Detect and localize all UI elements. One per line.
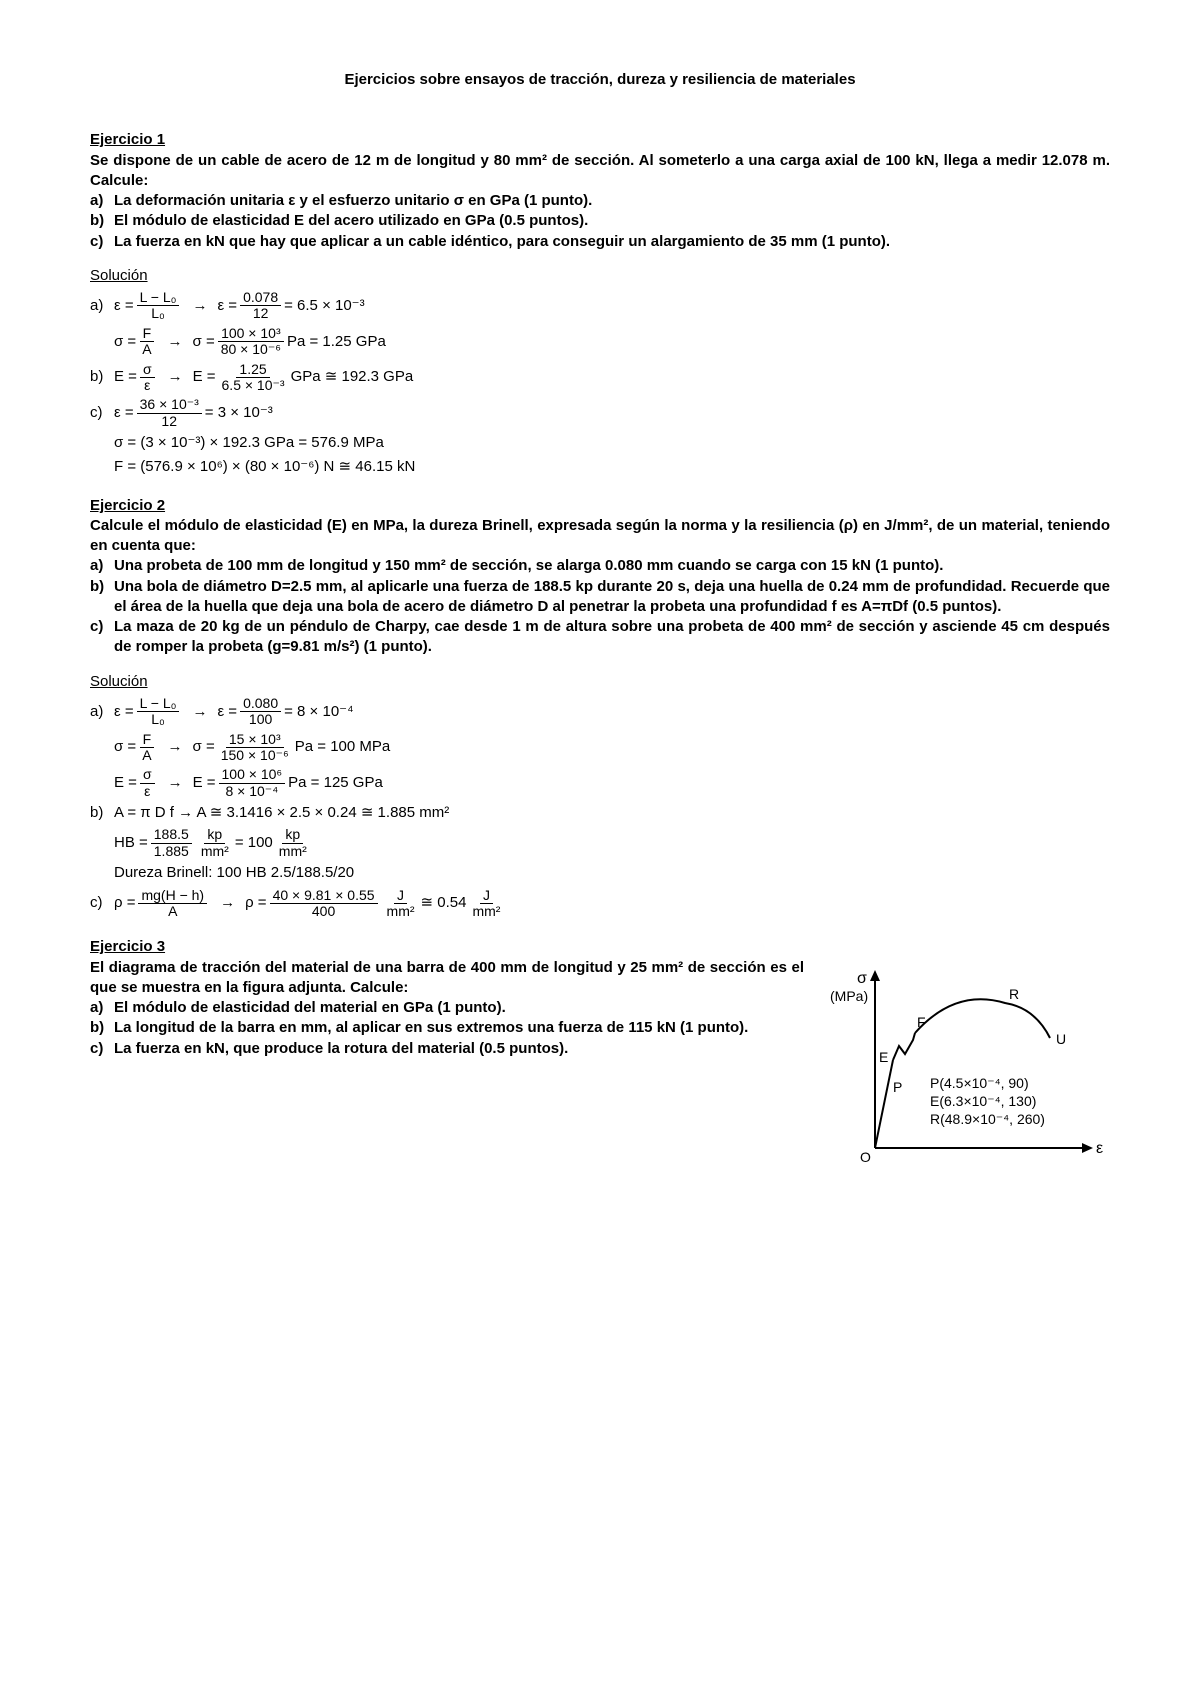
ex2-sol-a-line2: σ = FA → σ = 15 × 10³150 × 10⁻⁶ Pa = 100… — [90, 732, 1110, 764]
ex1-sol-c-line1: c) ε = 36 × 10⁻³12 = 3 × 10⁻³ — [90, 397, 1110, 429]
ex2-sol-b-line2: HB = 188.51.885 kpmm² = 100 kpmm² — [90, 827, 1110, 859]
ex2-sol-b-line1: b)A = π D f → A ≅ 3.1416 × 2.5 × 0.24 ≅ … — [90, 803, 1110, 823]
svg-text:P: P — [893, 1079, 902, 1095]
ex2-sol-a-line1: a) ε = L − L₀L₀ → ε = 0.080100 = 8 × 10⁻… — [90, 696, 1110, 728]
svg-text:(MPa): (MPa) — [830, 988, 868, 1004]
ex2-header: Ejercicio 2 — [90, 496, 1110, 516]
ex3-b: La longitud de la barra en mm, al aplica… — [114, 1018, 804, 1038]
svg-text:F: F — [917, 1014, 926, 1030]
svg-text:E(6.3×10⁻⁴, 130): E(6.3×10⁻⁴, 130) — [930, 1093, 1036, 1109]
ex1-sol-c-line3: F = (576.9 × 10⁶) × (80 × 10⁻⁶) N ≅ 46.1… — [90, 457, 1110, 477]
ex3-c-label: c) — [90, 1039, 114, 1059]
ex1-sol-a-line1: a) ε = L − L₀L₀ → ε = 0.07812 = 6.5 × 10… — [90, 290, 1110, 322]
ex1-sol-header: Solución — [90, 266, 1110, 286]
ex2-c-label: c) — [90, 617, 114, 658]
ex2-sol-header: Solución — [90, 672, 1110, 692]
svg-text:U: U — [1056, 1031, 1066, 1047]
ex3-header: Ejercicio 3 — [90, 937, 1110, 957]
ex1-sol-c-line2: σ = (3 × 10⁻³) × 192.3 GPa = 576.9 MPa — [90, 433, 1110, 453]
svg-text:R(48.9×10⁻⁴, 260): R(48.9×10⁻⁴, 260) — [930, 1111, 1045, 1127]
svg-text:σ: σ — [857, 970, 867, 987]
ex3-b-label: b) — [90, 1018, 114, 1038]
ex2-sol-a-line3: E = σε → E = 100 × 10⁶8 × 10⁻⁴ Pa = 125 … — [90, 767, 1110, 799]
ex1-b-label: b) — [90, 211, 114, 231]
ex1-c-label: c) — [90, 232, 114, 252]
ex1-sol-a-line2: σ = FA → σ = 100 × 10³80 × 10⁻⁶ Pa = 1.2… — [90, 326, 1110, 358]
stress-strain-diagram: σ(MPa) ε O PE F R U P(4.5×10⁻⁴, 90) E(6.3×10⁻⁴, … — [820, 958, 1110, 1174]
ex1-a-label: a) — [90, 191, 114, 211]
svg-text:O: O — [860, 1149, 871, 1165]
ex2-a-label: a) — [90, 556, 114, 576]
svg-text:ε: ε — [1096, 1140, 1103, 1157]
ex2-b-label: b) — [90, 577, 114, 618]
ex2-sol-c: c) ρ = mg(H − h)A → ρ = 40 × 9.81 × 0.55… — [90, 888, 1110, 920]
ex1-sol-b: b) E = σε → E = 1.256.5 × 10⁻³ GPa ≅ 192… — [90, 362, 1110, 394]
ex2-a: Una probeta de 100 mm de longitud y 150 … — [114, 556, 1110, 576]
ex1-b: El módulo de elasticidad E del acero uti… — [114, 211, 1110, 231]
svg-text:E: E — [879, 1049, 888, 1065]
ex2-statement: Calcule el módulo de elasticidad (E) en … — [90, 516, 1110, 557]
ex3-a: El módulo de elasticidad del material en… — [114, 998, 804, 1018]
ex3-a-label: a) — [90, 998, 114, 1018]
ex3-statement: El diagrama de tracción del material de … — [90, 958, 804, 999]
ex2-c: La maza de 20 kg de un péndulo de Charpy… — [114, 617, 1110, 658]
svg-text:R: R — [1009, 986, 1019, 1002]
ex1-header: Ejercicio 1 — [90, 130, 1110, 150]
ex2-sol-b-line3: Dureza Brinell: 100 HB 2.5/188.5/20 — [90, 863, 1110, 883]
ex3-c: La fuerza en kN, que produce la rotura d… — [114, 1039, 804, 1059]
ex2-b: Una bola de diámetro D=2.5 mm, al aplica… — [114, 577, 1110, 618]
ex1-c: La fuerza en kN que hay que aplicar a un… — [114, 232, 1110, 252]
ex1-statement: Se dispone de un cable de acero de 12 m … — [90, 151, 1110, 192]
page-title: Ejercicios sobre ensayos de tracción, du… — [90, 70, 1110, 90]
ex1-a: La deformación unitaria ε y el esfuerzo … — [114, 191, 1110, 211]
svg-text:P(4.5×10⁻⁴, 90): P(4.5×10⁻⁴, 90) — [930, 1075, 1029, 1091]
